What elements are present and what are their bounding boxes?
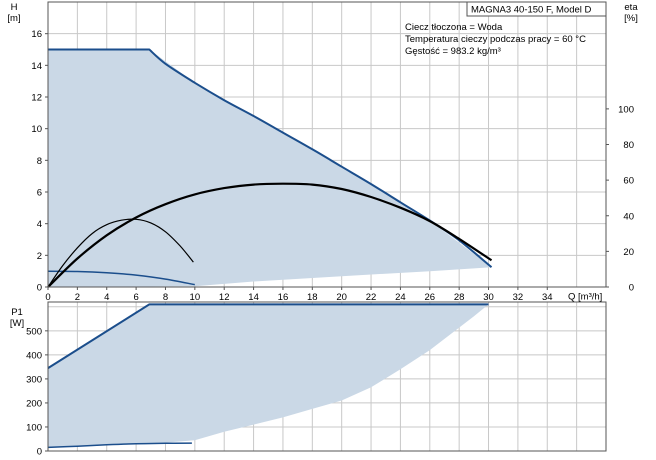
x-tick-label: 10 xyxy=(190,292,201,303)
power-tick-label: 400 xyxy=(26,350,42,361)
series-power-max xyxy=(47,303,489,369)
power-operating-area xyxy=(48,304,489,448)
power-axis-label: P1 [W] xyxy=(10,307,24,329)
x-tick-label: 16 xyxy=(278,292,289,303)
x-tick-label: 2 xyxy=(75,292,80,303)
head-chart-series xyxy=(47,48,493,288)
head-chart-ticks: 0 2 4 6 8 10 12 14 16 18 20 22 24 26 28 30 32 34024681012… xyxy=(31,29,634,303)
x-tick-label: 28 xyxy=(454,292,465,303)
title-box xyxy=(466,1,607,17)
y-right-tick-label: 40 xyxy=(623,211,634,222)
y-left-tick-label: 6 xyxy=(37,188,42,199)
y-left-tick-label: 10 xyxy=(31,124,42,135)
x-tick-label: 24 xyxy=(395,292,406,303)
series-power-min xyxy=(47,442,192,449)
power-tick-label: 0 xyxy=(37,447,42,458)
head-operating-area-fill xyxy=(48,49,492,287)
chart-title: MAGNA3 40-150 F, Model D xyxy=(471,5,592,16)
y-left-tick-label: 12 xyxy=(31,93,42,104)
series-eta-min xyxy=(47,218,194,288)
y-right-tick-label: 80 xyxy=(623,140,634,151)
y-right-tick-label: 100 xyxy=(618,104,634,115)
power-chart-series xyxy=(47,303,489,449)
series-eta-max xyxy=(47,182,493,288)
power-chart-ticks: 0 100 200 300 400 500 xyxy=(26,326,48,458)
series-head-min xyxy=(47,270,195,286)
y-right-tick-label: 0 xyxy=(629,283,634,294)
power-tick-label: 100 xyxy=(26,422,42,433)
power-chart-frame xyxy=(47,301,607,452)
y-left-tick-label: 4 xyxy=(37,219,42,230)
x-tick-label: 34 xyxy=(542,292,553,303)
power-tick-label: 300 xyxy=(26,374,42,385)
x-tick-label: 22 xyxy=(366,292,377,303)
y-left-tick-label: 14 xyxy=(31,61,42,72)
info-line-temperature: Temperatura cieczy podczas pracy = 60 °C xyxy=(405,34,586,45)
info-line-density: Gęstość = 983.2 kg/m³ xyxy=(405,46,501,57)
y-right-tick-label: 20 xyxy=(623,247,634,258)
y-left-tick-label: 8 xyxy=(37,156,42,167)
x-tick-label: 30 xyxy=(483,292,494,303)
power-tick-label: 500 xyxy=(26,326,42,337)
x-tick-label: 32 xyxy=(513,292,524,303)
x-tick-label: 6 xyxy=(133,292,138,303)
y-left-tick-label: 2 xyxy=(37,251,42,262)
x-tick-label: 0 xyxy=(45,292,50,303)
x-tick-label: 20 xyxy=(336,292,347,303)
x-tick-label: 14 xyxy=(248,292,259,303)
x-tick-label: 26 xyxy=(425,292,436,303)
y-left-tick-label: 16 xyxy=(31,29,42,40)
y-left-tick-label: 0 xyxy=(37,283,42,294)
head-operating-area xyxy=(48,49,492,287)
x-tick-label: 4 xyxy=(104,292,109,303)
flow-axis-label: Q [m³/h] xyxy=(568,292,602,303)
y-right-tick-label: 60 xyxy=(623,176,634,187)
head-axis-label: H [m] xyxy=(7,2,20,24)
info-line-liquid: Ciecz tłoczona = Woda xyxy=(405,22,503,33)
x-tick-label: 8 xyxy=(163,292,168,303)
efficiency-axis-label: eta [%] xyxy=(624,2,638,24)
x-tick-label: 18 xyxy=(307,292,318,303)
power-tick-label: 200 xyxy=(26,398,42,409)
power-operating-area-fill xyxy=(48,304,489,448)
x-tick-label: 12 xyxy=(219,292,230,303)
